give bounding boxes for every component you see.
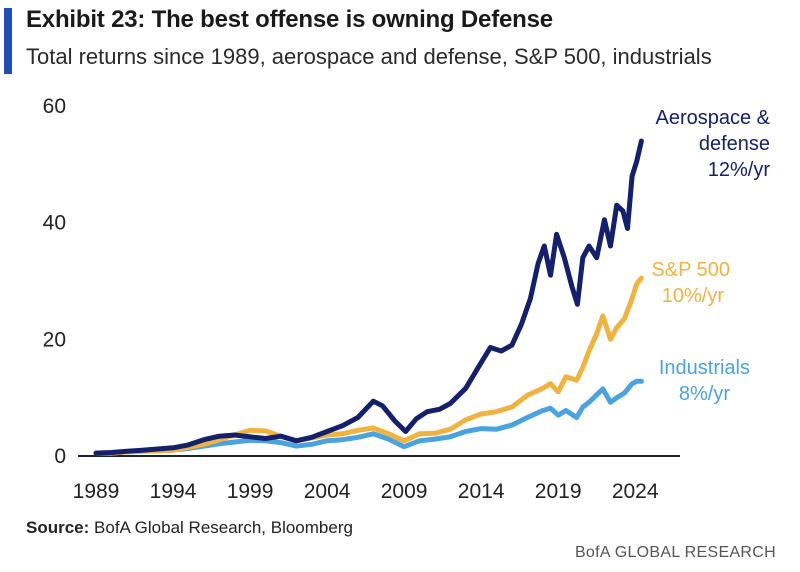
brand-footer: BofA GLOBAL RESEARCH <box>574 544 776 561</box>
chart-title: Exhibit 23: The best offense is owning D… <box>26 6 553 33</box>
y-tick-label: 60 <box>43 95 66 118</box>
x-tick-label: 2014 <box>458 480 505 503</box>
label-aerospace-line-3: 12%/yr <box>708 159 771 181</box>
x-tick-label: 2019 <box>535 480 582 503</box>
label-industrials-line-1: Industrials <box>659 357 750 379</box>
y-axis-ticks: 0 20 40 60 <box>43 95 66 468</box>
label-industrials-line-2: 8%/yr <box>679 383 730 405</box>
title-accent-bar <box>4 8 12 74</box>
x-tick-label: 1989 <box>73 480 120 503</box>
x-tick-label: 1994 <box>150 480 197 503</box>
chart-subtitle: Total returns since 1989, aerospace and … <box>26 44 712 69</box>
source-text: BofA Global Research, Bloomberg <box>94 518 353 537</box>
source-label: Source: <box>26 518 90 537</box>
source-note: Source: BofA Global Research, Bloomberg <box>26 518 353 538</box>
label-aerospace-line-2: defense <box>699 133 770 155</box>
y-tick-label: 0 <box>54 445 66 468</box>
label-sp500-line-1: S&P 500 <box>651 259 730 281</box>
y-tick-label: 40 <box>43 212 66 235</box>
x-tick-label: 2009 <box>381 480 428 503</box>
series-line-aerospace <box>93 138 644 456</box>
label-sp500-line-2: 10%/yr <box>662 285 725 307</box>
x-tick-label: 1999 <box>227 480 274 503</box>
x-axis-ticks: 1989 1994 1999 2004 2009 2014 2019 2024 <box>73 480 659 503</box>
series-lines <box>93 138 644 456</box>
x-tick-label: 2004 <box>304 480 351 503</box>
x-tick-label: 2024 <box>612 480 659 503</box>
label-aerospace-line-1: Aerospace & <box>655 107 770 129</box>
y-tick-label: 20 <box>43 328 66 351</box>
series-line-sp500 <box>93 275 644 456</box>
